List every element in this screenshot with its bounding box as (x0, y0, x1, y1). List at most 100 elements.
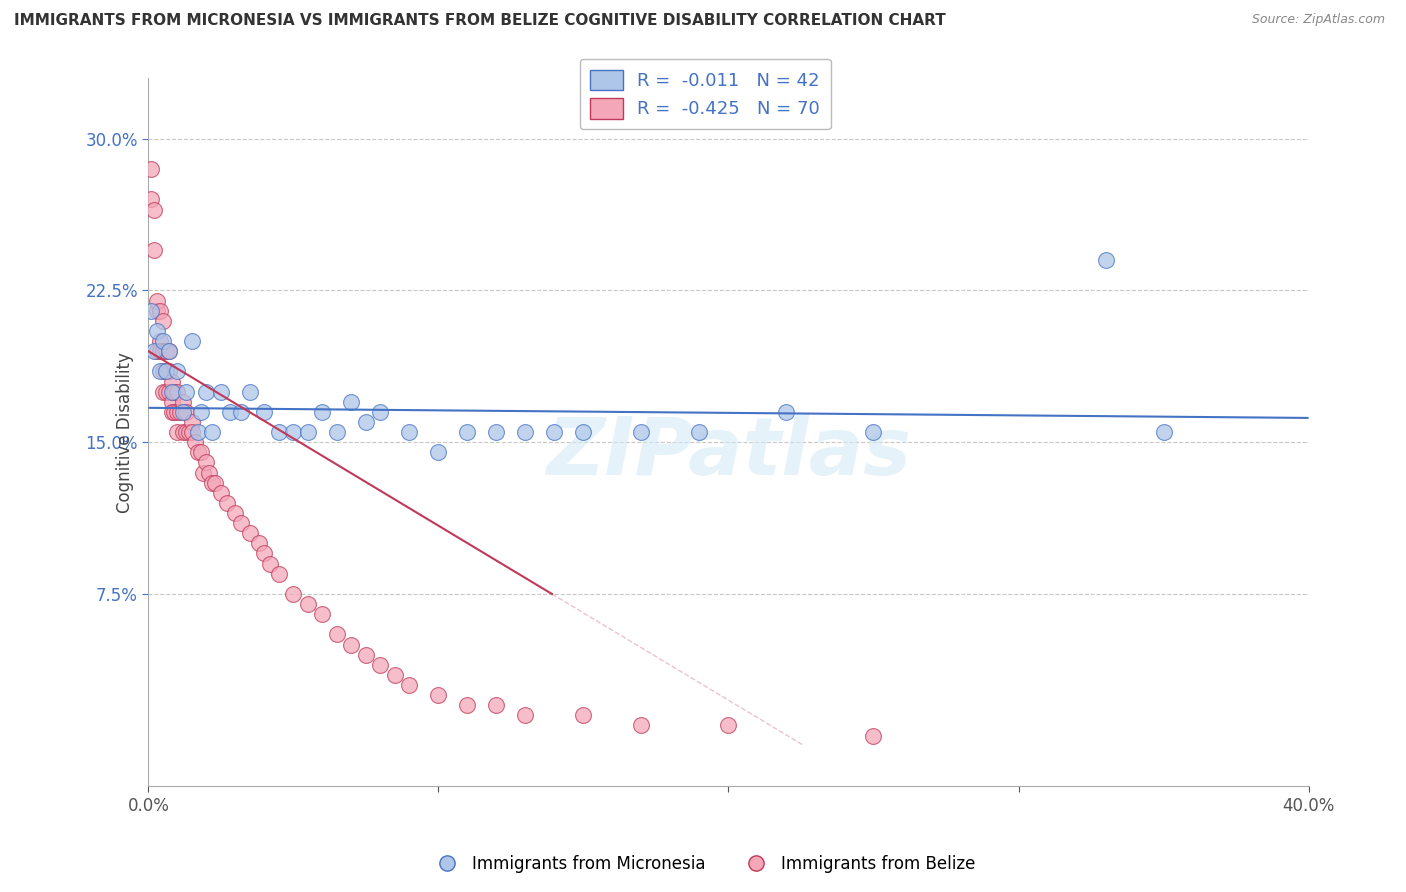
Point (259, 557, 281, 571)
Point (177, 425, 200, 439)
Point (190, 445, 212, 459)
Point (209, 485, 232, 500)
Text: IMMIGRANTS FROM MICRONESIA VS IMMIGRANTS FROM BELIZE COGNITIVE DISABILITY CORREL: IMMIGRANTS FROM MICRONESIA VS IMMIGRANTS… (14, 13, 946, 29)
Point (543, 425, 565, 439)
Point (187, 445, 209, 459)
Point (172, 425, 194, 439)
Point (143, 243, 166, 257)
Point (166, 405, 188, 419)
Point (146, 293, 169, 308)
Point (215, 496, 238, 510)
Point (160, 384, 183, 399)
Point (253, 546, 276, 560)
Point (398, 425, 420, 439)
Point (354, 648, 377, 662)
Point (187, 425, 209, 439)
Point (340, 638, 363, 652)
Point (384, 668, 406, 682)
Point (174, 384, 197, 399)
Point (155, 364, 177, 378)
Point (157, 364, 180, 378)
Point (149, 303, 172, 318)
Point (143, 344, 166, 359)
Point (370, 657, 392, 672)
Text: ZIPatlas: ZIPatlas (546, 415, 911, 492)
Point (231, 516, 253, 530)
Point (152, 334, 174, 348)
Point (688, 425, 710, 439)
Point (354, 415, 377, 429)
Point (149, 334, 172, 348)
Point (862, 425, 884, 439)
Y-axis label: Cognitive Disability: Cognitive Disability (117, 351, 135, 513)
Point (572, 708, 595, 723)
Point (155, 344, 177, 359)
Point (180, 425, 202, 439)
Point (141, 303, 163, 318)
Point (157, 384, 180, 399)
Point (209, 384, 232, 399)
Point (166, 364, 188, 378)
Point (152, 314, 174, 328)
Point (630, 718, 652, 732)
Point (311, 405, 333, 419)
Point (515, 425, 537, 439)
Point (152, 344, 174, 359)
Point (184, 435, 207, 450)
Point (195, 384, 218, 399)
Legend: Immigrants from Micronesia, Immigrants from Belize: Immigrants from Micronesia, Immigrants f… (425, 848, 981, 880)
Point (146, 324, 169, 338)
Point (163, 405, 186, 419)
Point (283, 587, 305, 601)
Point (247, 536, 270, 550)
Point (239, 384, 262, 399)
Point (340, 394, 363, 409)
Point (155, 384, 177, 399)
Point (160, 405, 183, 419)
Point (485, 425, 508, 439)
Point (174, 425, 197, 439)
Point (267, 566, 290, 581)
Point (143, 202, 166, 217)
Point (195, 455, 218, 469)
Point (456, 425, 478, 439)
Point (398, 678, 420, 692)
Legend: R =  -0.011   N = 42, R =  -0.425   N = 70: R = -0.011 N = 42, R = -0.425 N = 70 (579, 59, 831, 129)
Point (157, 344, 180, 359)
Point (152, 384, 174, 399)
Point (253, 405, 276, 419)
Point (427, 688, 450, 702)
Point (141, 162, 163, 177)
Point (149, 364, 172, 378)
Point (193, 466, 215, 480)
Point (149, 344, 172, 359)
Point (283, 425, 305, 439)
Point (163, 384, 186, 399)
Point (572, 425, 595, 439)
Point (297, 597, 319, 611)
Point (515, 708, 537, 723)
Point (326, 627, 349, 641)
Point (231, 405, 253, 419)
Point (190, 405, 212, 419)
Text: Source: ZipAtlas.com: Source: ZipAtlas.com (1251, 13, 1385, 27)
Point (267, 425, 290, 439)
Point (630, 425, 652, 439)
Point (201, 425, 224, 439)
Point (326, 425, 349, 439)
Point (201, 475, 224, 490)
Point (172, 394, 194, 409)
Point (180, 415, 202, 429)
Point (717, 718, 740, 732)
Point (224, 506, 246, 520)
Point (166, 384, 188, 399)
Point (370, 405, 392, 419)
Point (198, 466, 221, 480)
Point (1153, 425, 1175, 439)
Point (180, 334, 202, 348)
Point (297, 425, 319, 439)
Point (160, 394, 183, 409)
Point (456, 698, 478, 713)
Point (239, 526, 262, 541)
Point (166, 425, 188, 439)
